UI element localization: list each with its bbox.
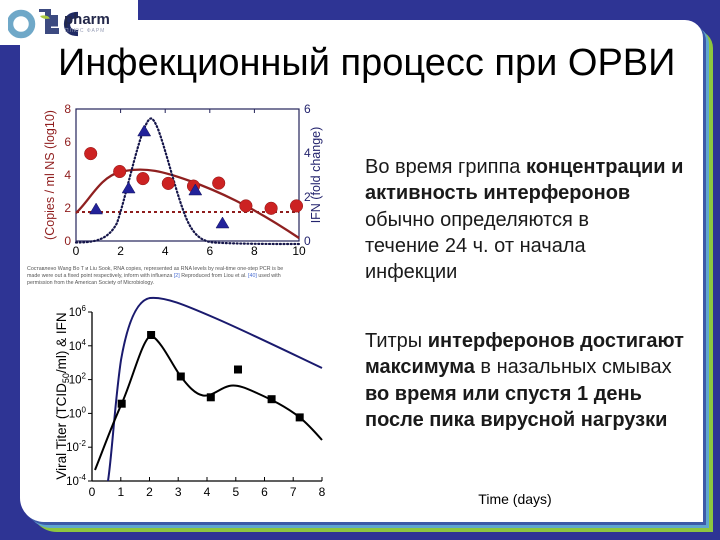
svg-text:10-4: 10-4 [66,473,86,488]
svg-text:Time (days): Time (days) [478,491,551,507]
svg-text:4: 4 [204,485,211,499]
svg-text:100: 100 [69,405,87,420]
svg-text:8: 8 [319,485,326,499]
svg-text:3: 3 [175,485,182,499]
svg-text:6: 6 [261,485,268,499]
svg-text:106: 106 [69,304,87,319]
svg-text:104: 104 [69,338,87,353]
svg-text:0: 0 [89,485,96,499]
svg-text:1: 1 [117,485,124,499]
svg-text:Viral Titer (TCID50/ml) & IFN: Viral Titer (TCID50/ml) & IFN [54,312,71,479]
svg-text:7: 7 [290,485,297,499]
svg-text:102: 102 [69,372,87,387]
svg-text:10-2: 10-2 [66,439,86,454]
svg-text:2: 2 [146,485,153,499]
svg-text:5: 5 [232,485,239,499]
